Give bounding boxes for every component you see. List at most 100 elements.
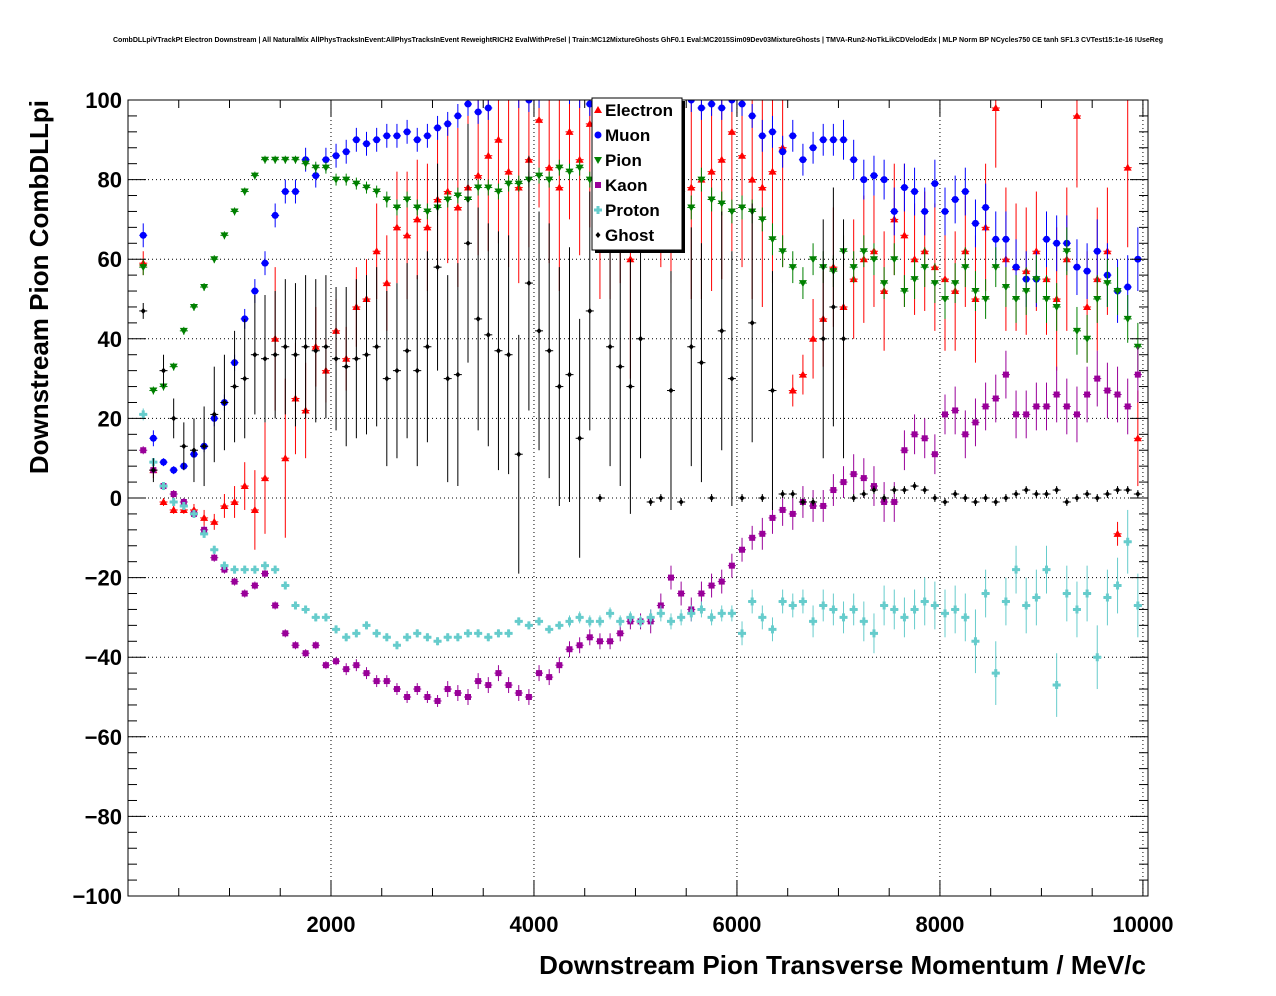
x-tick-label: 8000 bbox=[915, 912, 964, 937]
legend-label-muon: Muon bbox=[605, 126, 650, 145]
data-point bbox=[240, 188, 249, 196]
data-point bbox=[494, 188, 503, 196]
data-point bbox=[871, 487, 877, 494]
data-point bbox=[820, 335, 826, 342]
data-point bbox=[565, 168, 574, 176]
data-point bbox=[555, 183, 564, 191]
data-point bbox=[343, 666, 350, 673]
data-point bbox=[697, 176, 706, 184]
x-tick-label: 10000 bbox=[1112, 912, 1173, 937]
data-point bbox=[1083, 335, 1092, 343]
data-point bbox=[891, 498, 898, 505]
data-point bbox=[413, 215, 422, 223]
data-point bbox=[414, 686, 421, 693]
data-point bbox=[169, 497, 178, 506]
data-point bbox=[504, 629, 513, 638]
data-point bbox=[353, 662, 360, 669]
data-point bbox=[1012, 263, 1020, 271]
data-point bbox=[576, 642, 583, 649]
data-point bbox=[1113, 529, 1122, 537]
data-point bbox=[343, 363, 349, 370]
data-point bbox=[779, 148, 787, 156]
data-point bbox=[352, 629, 361, 638]
data-point bbox=[363, 140, 371, 148]
data-point bbox=[910, 276, 919, 284]
data-point bbox=[301, 605, 310, 614]
data-point bbox=[262, 570, 269, 577]
data-point bbox=[1013, 411, 1020, 418]
data-point bbox=[789, 132, 797, 140]
data-point bbox=[961, 188, 969, 196]
data-point bbox=[454, 690, 461, 697]
data-point bbox=[971, 288, 980, 296]
legend-label-proton: Proton bbox=[605, 201, 660, 220]
data-point bbox=[1103, 280, 1112, 288]
data-point bbox=[536, 327, 542, 334]
data-point bbox=[626, 255, 635, 263]
data-point bbox=[332, 176, 341, 184]
data-point bbox=[921, 435, 928, 442]
data-point bbox=[546, 347, 552, 354]
data-point bbox=[372, 247, 381, 255]
data-point bbox=[800, 498, 806, 505]
data-point bbox=[820, 502, 827, 509]
data-point bbox=[424, 694, 431, 700]
data-point bbox=[372, 629, 381, 638]
y-tick-label: 40 bbox=[98, 327, 122, 352]
data-point bbox=[839, 613, 848, 622]
data-point bbox=[181, 443, 187, 450]
data-point bbox=[1114, 391, 1121, 398]
data-point bbox=[780, 491, 786, 498]
data-point bbox=[1125, 487, 1131, 494]
data-point bbox=[860, 176, 868, 184]
data-point bbox=[525, 100, 533, 104]
data-point bbox=[189, 303, 198, 311]
data-point bbox=[423, 223, 432, 231]
data-point bbox=[392, 223, 401, 231]
data-point bbox=[1104, 491, 1110, 498]
data-point bbox=[393, 132, 401, 140]
data-point bbox=[171, 415, 177, 422]
data-point bbox=[393, 686, 400, 693]
data-point bbox=[535, 617, 544, 626]
data-point bbox=[961, 264, 970, 272]
data-point bbox=[880, 280, 889, 288]
data-point bbox=[453, 633, 462, 642]
data-point bbox=[423, 208, 432, 216]
data-point bbox=[849, 605, 858, 614]
x-tick-label: 6000 bbox=[712, 912, 761, 937]
data-point bbox=[952, 491, 958, 498]
data-point bbox=[738, 100, 746, 108]
data-point bbox=[930, 601, 939, 610]
data-point bbox=[962, 495, 968, 501]
data-point bbox=[788, 386, 797, 394]
y-tick-label: −100 bbox=[72, 884, 122, 909]
data-point bbox=[1115, 487, 1121, 494]
data-point bbox=[291, 601, 300, 610]
data-point bbox=[536, 670, 543, 677]
data-point bbox=[443, 633, 452, 642]
y-tick-label: 60 bbox=[98, 247, 122, 272]
data-point bbox=[230, 497, 239, 505]
data-point bbox=[485, 682, 492, 689]
data-point bbox=[403, 128, 411, 136]
data-point bbox=[250, 172, 259, 180]
data-point bbox=[769, 387, 775, 394]
data-point bbox=[829, 605, 838, 614]
data-point bbox=[778, 248, 787, 256]
data-point bbox=[220, 501, 229, 509]
axis-layer: 2000 4000 6000 8000 10000 −100 −80 −60 −40 −20 0 20… bbox=[72, 88, 1173, 937]
data-point bbox=[687, 204, 696, 212]
data-point bbox=[382, 633, 391, 642]
data-point bbox=[372, 188, 381, 196]
data-point bbox=[809, 144, 817, 152]
data-point bbox=[890, 605, 899, 614]
data-point bbox=[900, 613, 909, 622]
data-point bbox=[220, 561, 229, 570]
data-point bbox=[851, 495, 857, 501]
data-point bbox=[251, 582, 258, 589]
x-axis-title: Downstream Pion Transverse Momentum / Me… bbox=[539, 950, 1146, 980]
data-point bbox=[281, 581, 290, 590]
data-point bbox=[769, 514, 776, 521]
data-point bbox=[829, 136, 837, 144]
